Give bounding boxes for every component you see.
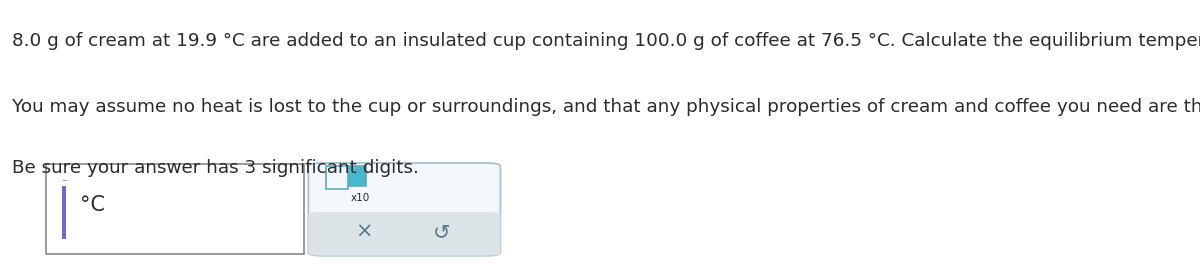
Text: ─: ─	[62, 178, 66, 184]
Text: ×: ×	[355, 222, 372, 242]
FancyBboxPatch shape	[326, 166, 348, 189]
FancyBboxPatch shape	[46, 164, 304, 254]
FancyBboxPatch shape	[308, 212, 500, 256]
Text: ↺: ↺	[433, 222, 450, 242]
Text: Be sure your answer has 3 significant digits.: Be sure your answer has 3 significant di…	[12, 159, 419, 177]
Text: x10: x10	[350, 193, 370, 203]
FancyBboxPatch shape	[349, 166, 366, 186]
Text: 8.0 g of cream at 19.9 °C are added to an insulated cup containing 100.0 g of co: 8.0 g of cream at 19.9 °C are added to a…	[12, 32, 1200, 50]
FancyBboxPatch shape	[308, 163, 500, 256]
FancyBboxPatch shape	[62, 186, 66, 238]
Text: You may assume no heat is lost to the cup or surroundings, and that any physical: You may assume no heat is lost to the cu…	[12, 98, 1200, 116]
Text: °C: °C	[80, 195, 106, 215]
